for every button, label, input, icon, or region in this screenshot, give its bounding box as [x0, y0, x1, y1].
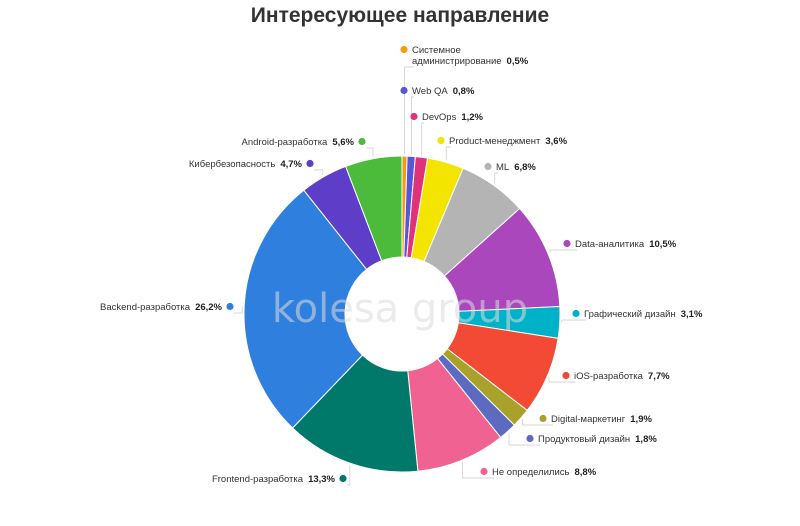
slice-label-name-10: Не определились	[492, 467, 570, 478]
leader-line-11	[347, 465, 351, 486]
slice-label-name-5: Data-аналитика	[575, 239, 645, 250]
slice-label-name-14: Android-разработка	[242, 137, 329, 148]
slice-label-value-1: 0,8%	[453, 86, 475, 97]
slice-label-name-13: Кибербезопасность	[189, 159, 275, 170]
slice-label-7: iOS-разработка 7,7%	[562, 371, 670, 382]
legend-dot-13	[306, 159, 314, 168]
leader-line-9	[508, 432, 540, 446]
slice-label-10: Не определились 8,8%	[480, 467, 597, 478]
chart-title: Интересующее направление	[250, 4, 550, 27]
slice-label-value-4: 6,8%	[514, 162, 536, 173]
slice-label-name-1: Web QA	[412, 86, 448, 97]
leader-line-0	[404, 66, 414, 155]
slice-label-name-0-1: администрирование	[412, 56, 502, 67]
slice-label-name-8: Digital-маркетинг	[551, 414, 626, 425]
slice-label-value-3: 3,6%	[545, 136, 567, 147]
legend-dot-11	[339, 474, 347, 483]
slice-label-13: 4,7% Кибербезопасность	[189, 159, 314, 170]
watermark-text: kolesa group	[272, 286, 528, 332]
slice-label-value-12: 26,2%	[195, 302, 222, 313]
slice-label-value-0: 0,5%	[507, 56, 529, 67]
leader-line-4	[494, 172, 498, 184]
slice-label-name-0-0: Системное	[412, 45, 461, 56]
legend-dot-0	[400, 45, 408, 54]
leader-line-6	[561, 319, 586, 323]
leader-line-13	[314, 169, 324, 175]
legend-dot-7	[562, 371, 570, 380]
slice-label-14: 5,6%Android-разработка	[242, 137, 366, 148]
legend-dot-10	[480, 467, 488, 476]
slice-label-1: Web QA 0,8%	[400, 86, 475, 97]
legend-dot-1	[400, 86, 408, 95]
slice-label-12: 26,2% Backend-разработка	[100, 302, 234, 313]
slice-label-name-11: Frontend-разработка	[212, 474, 304, 485]
leader-line-1	[411, 96, 414, 155]
leader-line-3	[445, 146, 451, 161]
legend-dot-8	[539, 414, 547, 423]
slice-label-value-9: 1,8%	[635, 434, 657, 445]
slice-label-3: Product-менеджмент 3,6%	[437, 136, 568, 147]
donut-slices	[243, 155, 561, 473]
legend-dot-12	[226, 302, 234, 311]
slice-label-name-4: ML	[496, 162, 509, 173]
slice-label-value-2: 1,2%	[461, 112, 483, 123]
slice-label-value-6: 3,1%	[681, 309, 703, 320]
slice-label-value-8: 1,9%	[630, 414, 652, 425]
slice-label-5: Data-аналитика 10,5%	[563, 239, 677, 250]
leader-line-7	[548, 377, 576, 383]
legend-dot-5	[563, 239, 571, 248]
leader-line-8	[522, 419, 553, 426]
slice-label-value-11: 13,3%	[308, 474, 335, 485]
leader-line-5	[549, 249, 577, 254]
legend-dot-4	[484, 162, 492, 171]
legend-dot-14	[358, 137, 366, 146]
slice-14	[345, 155, 403, 262]
slice-label-11: 13,3% Frontend-разработка	[212, 474, 347, 485]
slice-12	[243, 189, 368, 429]
slice-label-9: Продуктовый дизайн 1,8%	[526, 434, 657, 445]
slice-label-value-7: 7,7%	[648, 371, 670, 382]
slice-label-name-6: Графический дизайн	[584, 309, 676, 320]
leader-line-12	[234, 306, 243, 314]
leader-line-14	[366, 147, 374, 157]
slice-label-8: Digital-маркетинг 1,9%	[539, 414, 652, 425]
slice-label-name-9: Продуктовый дизайн	[538, 434, 630, 445]
slice-label-value-14: 5,6%	[332, 137, 354, 148]
legend-dot-2	[410, 112, 418, 121]
slice-label-value-13: 4,7%	[280, 159, 302, 170]
slice-label-2: DevOps 1,2%	[410, 112, 484, 123]
slice-11	[291, 354, 419, 473]
legend-dot-3	[437, 136, 445, 145]
slice-label-6: Графический дизайн 3,1%	[572, 309, 703, 320]
leader-line-2	[421, 122, 424, 156]
slice-label-value-5: 10,5%	[649, 239, 676, 250]
slice-label-name-7: iOS-разработка	[574, 371, 644, 382]
slice-label-value-10: 8,8%	[574, 467, 596, 478]
legend-dot-9	[526, 434, 534, 443]
slice-label-name-12: Backend-разработка	[100, 302, 191, 313]
slice-label-4: ML 6,8%	[484, 162, 536, 173]
leader-line-10	[462, 462, 494, 479]
slice-label-name-3: Product-менеджмент	[449, 136, 541, 147]
legend-dot-6	[572, 309, 580, 318]
slice-label-name-2: DevOps	[422, 112, 457, 123]
